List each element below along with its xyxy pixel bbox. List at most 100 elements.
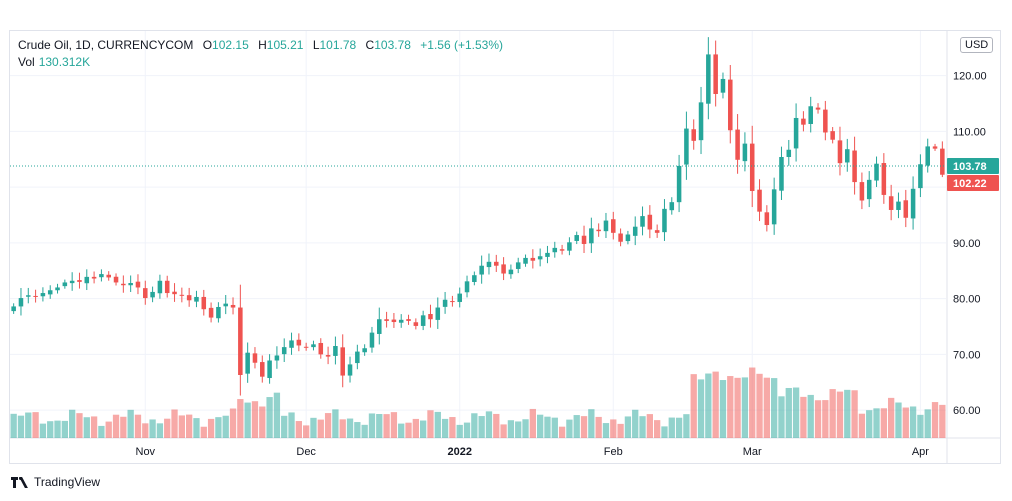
candle-body[interactable] — [325, 355, 331, 357]
candle-body[interactable] — [713, 54, 718, 95]
candle-body[interactable] — [106, 274, 111, 278]
candle-body[interactable] — [830, 131, 835, 140]
candle-body[interactable] — [194, 296, 199, 302]
candle-body[interactable] — [420, 315, 426, 326]
candle-body[interactable] — [238, 307, 243, 375]
candle-body[interactable] — [62, 282, 68, 287]
candle-body[interactable] — [318, 342, 324, 355]
candle-body[interactable] — [494, 261, 499, 266]
candle-body[interactable] — [888, 196, 894, 210]
candle-body[interactable] — [281, 347, 287, 355]
volume-bar[interactable] — [573, 415, 580, 438]
volume-bar[interactable] — [186, 414, 193, 438]
volume-bar[interactable] — [836, 391, 844, 438]
candle-body[interactable] — [611, 219, 616, 233]
volume-bar[interactable] — [829, 389, 836, 438]
candle-body[interactable] — [164, 280, 170, 294]
volume-bar[interactable] — [412, 418, 419, 438]
candle-body[interactable] — [881, 163, 887, 195]
volume-bar[interactable] — [866, 410, 873, 438]
volume-bar[interactable] — [705, 373, 712, 438]
volume-bar[interactable] — [463, 422, 471, 438]
volume-bar[interactable] — [449, 417, 456, 438]
candle-body[interactable] — [355, 351, 360, 364]
volume-bar[interactable] — [639, 416, 646, 438]
volume-bar[interactable] — [778, 396, 785, 438]
volume-bar[interactable] — [398, 423, 405, 438]
candle-body[interactable] — [771, 189, 777, 225]
candle-body[interactable] — [625, 234, 631, 242]
candle-body[interactable] — [815, 107, 821, 110]
volume-bar[interactable] — [164, 418, 171, 438]
volume-bar[interactable] — [273, 392, 281, 438]
candle-body[interactable] — [874, 163, 879, 181]
volume-bar[interactable] — [771, 378, 778, 438]
volume-bar[interactable] — [624, 416, 632, 438]
volume-bar[interactable] — [734, 377, 741, 438]
volume-bar[interactable] — [25, 412, 32, 438]
volume-bar[interactable] — [361, 424, 368, 438]
volume-bar[interactable] — [924, 409, 931, 438]
volume-bar[interactable] — [858, 413, 866, 438]
volume-bar[interactable] — [888, 397, 895, 438]
candle-body[interactable] — [728, 79, 733, 131]
candle-body[interactable] — [157, 280, 163, 294]
candle-body[interactable] — [406, 319, 411, 321]
candle-body[interactable] — [289, 340, 294, 348]
volume-bar[interactable] — [10, 413, 17, 438]
volume-bar[interactable] — [427, 410, 434, 438]
candle-body[interactable] — [786, 149, 792, 158]
volume-bar[interactable] — [727, 376, 734, 438]
volume-bar[interactable] — [756, 373, 763, 438]
candle-body[interactable] — [925, 146, 930, 166]
volume-bar[interactable] — [54, 420, 61, 438]
candle-body[interactable] — [274, 355, 280, 361]
candle-body[interactable] — [377, 319, 382, 334]
volume-bar[interactable] — [134, 414, 142, 438]
volume-bar[interactable] — [32, 412, 39, 438]
volume-bar[interactable] — [617, 423, 624, 438]
volume-bar[interactable] — [127, 409, 134, 438]
candle-body[interactable] — [223, 303, 228, 307]
candle-body[interactable] — [757, 189, 762, 212]
candle-body[interactable] — [230, 304, 236, 308]
candle-body[interactable] — [515, 262, 521, 269]
candle-body[interactable] — [128, 283, 133, 286]
candle-body[interactable] — [486, 261, 492, 268]
volume-bar[interactable] — [822, 400, 829, 438]
symbol-name[interactable]: Crude Oil, 1D, CURRENCYCOM — [18, 38, 194, 52]
candle-body[interactable] — [442, 299, 448, 307]
candle-body[interactable] — [450, 301, 455, 303]
candle-body[interactable] — [852, 150, 857, 183]
candle-body[interactable] — [669, 202, 675, 211]
candle-body[interactable] — [252, 353, 258, 363]
candle-body[interactable] — [296, 339, 302, 346]
candle-body[interactable] — [260, 362, 265, 377]
candle-body[interactable] — [40, 293, 46, 297]
candle-body[interactable] — [654, 230, 660, 233]
volume-bar[interactable] — [39, 423, 47, 438]
volume-bar[interactable] — [156, 423, 164, 438]
volume-bar[interactable] — [112, 414, 120, 438]
candle-body[interactable] — [150, 291, 155, 298]
candle-body[interactable] — [303, 346, 309, 348]
volume-bar[interactable] — [939, 404, 946, 438]
candle-body[interactable] — [18, 298, 24, 307]
volume-bar[interactable] — [522, 419, 529, 438]
candle-body[interactable] — [618, 233, 623, 242]
candle-body[interactable] — [208, 307, 214, 318]
candle-body[interactable] — [369, 332, 375, 348]
volume-bar[interactable] — [515, 421, 522, 438]
volume-bar[interactable] — [215, 417, 222, 438]
volume-bar[interactable] — [895, 402, 902, 438]
volume-bar[interactable] — [149, 419, 156, 438]
candle-body[interactable] — [172, 291, 177, 295]
volume-bar[interactable] — [171, 409, 178, 438]
candle-body[interactable] — [559, 249, 565, 251]
candle-body[interactable] — [508, 269, 514, 275]
candle-body[interactable] — [691, 129, 696, 141]
candle-body[interactable] — [362, 348, 367, 353]
candle-body[interactable] — [186, 295, 192, 301]
candle-body[interactable] — [603, 220, 609, 232]
volume-bar[interactable] — [529, 408, 536, 438]
